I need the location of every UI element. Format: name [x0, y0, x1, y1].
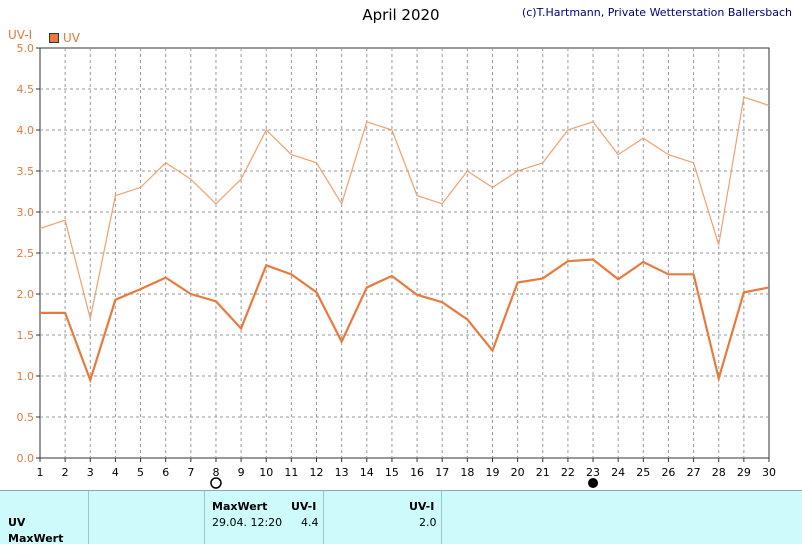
x-tick-label: 24	[611, 466, 625, 479]
series-line-max	[39, 96, 770, 319]
y-tick-label: 2.5	[17, 247, 35, 260]
x-tick-label: 5	[137, 466, 144, 479]
x-tick-label: 15	[385, 466, 399, 479]
x-tick-label: 22	[561, 466, 575, 479]
x-tick-label: 20	[511, 466, 525, 479]
uv-line-chart: 0.00.51.01.52.02.53.03.54.04.55.01 2 3 4 5 6 7…	[17, 42, 776, 489]
row-label-maxwert: MaxWert	[8, 532, 64, 545]
x-tick-label: 30	[762, 466, 776, 479]
chart-title: April 2020	[362, 6, 440, 24]
y-tick-label: 4.5	[17, 83, 35, 96]
x-tick-label: 12	[310, 466, 324, 479]
new-moon-icon	[588, 478, 599, 488]
y-tick-label: 3.5	[17, 165, 35, 178]
max-date: 29.04. 12:20	[212, 516, 283, 529]
y-tick-label: 0.5	[17, 411, 35, 424]
panel-max-cell: MaxWert UV-I 29.04. 12:20 4.4	[205, 491, 324, 544]
x-tick-label: 16	[410, 466, 424, 479]
x-tick-label: 17	[435, 466, 449, 479]
legend: UV	[49, 31, 80, 45]
y-tick-label: 3.0	[17, 206, 35, 219]
y-axis-unit: UV-I	[8, 28, 33, 42]
panel-empty-cell	[89, 491, 205, 544]
x-tick-label: 7	[187, 466, 194, 479]
x-tick-label: 3	[87, 466, 94, 479]
row-label-uv: UV	[8, 516, 26, 529]
x-tick-label: 27	[687, 466, 701, 479]
y-tick-label: 1.0	[17, 370, 35, 383]
legend-swatch	[49, 33, 59, 43]
avg-unit: UV-I	[409, 500, 435, 513]
y-tick-label: 2.0	[17, 288, 35, 301]
x-tick-label: 9	[238, 466, 245, 479]
max-title: MaxWert	[212, 500, 268, 513]
y-tick-label: 0.0	[17, 452, 35, 465]
panel-avg-cell: UV-I 2.0	[324, 491, 442, 544]
x-tick-label: 4	[112, 466, 119, 479]
x-tick-label: 25	[636, 466, 650, 479]
max-value: 4.4	[301, 516, 319, 529]
x-tick-label: 23	[586, 466, 600, 479]
x-tick-label: 2	[62, 466, 69, 479]
x-tick-label: 18	[460, 466, 474, 479]
copyright-text: (c)T.Hartmann, Private Wetterstation Bal…	[521, 6, 792, 19]
x-tick-label: 11	[284, 466, 298, 479]
series-line-uv	[40, 258, 770, 384]
x-tick-label: 8	[212, 466, 219, 479]
x-tick-label: 19	[485, 466, 499, 479]
max-unit: UV-I	[291, 500, 317, 513]
x-tick-label: 1	[37, 466, 44, 479]
x-tick-label: 10	[259, 466, 273, 479]
summary-panel: UV MaxWert MaxWert UV-I 29.04. 12:20 4.4…	[0, 490, 802, 545]
x-tick-label: 13	[335, 466, 349, 479]
full-moon-icon	[210, 477, 222, 489]
x-tick-label: 6	[162, 466, 169, 479]
y-tick-label: 1.5	[17, 329, 35, 342]
x-tick-label: 14	[360, 466, 374, 479]
panel-label-cell: UV MaxWert	[0, 491, 89, 545]
x-tick-label: 21	[536, 466, 550, 479]
y-tick-label: 5.0	[17, 42, 35, 55]
y-tick-label: 4.0	[17, 124, 35, 137]
x-tick-label: 28	[712, 466, 726, 479]
avg-value: 2.0	[419, 516, 437, 529]
legend-label: UV	[63, 31, 80, 45]
x-tick-label: 26	[661, 466, 675, 479]
x-tick-label: 29	[737, 466, 751, 479]
